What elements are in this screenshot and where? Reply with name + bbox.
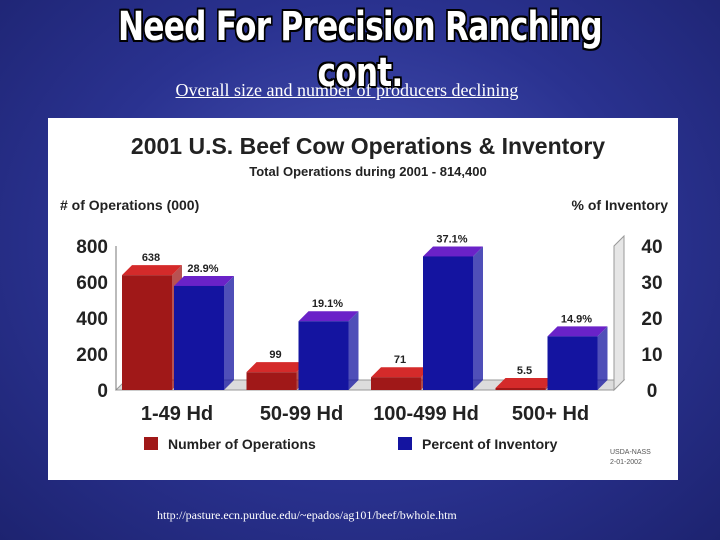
slide-title: Need For Precision Ranching cont. [118,4,603,96]
bar-operations-2 [371,367,431,390]
source-note-line-1: USDA-NASS [610,449,651,456]
data-label-operations-3: 5.5 [517,365,532,377]
bar-top [495,378,556,388]
chart-panel: 2001 U.S. Beef Cow Operations & Inventor… [48,118,678,480]
bar-side [348,311,359,390]
bar-top [298,311,359,322]
x-tick-label-0: 1-49 Hd [141,403,213,425]
y-tick-right-0: 0 [647,381,658,402]
bar-operations-0 [122,265,182,390]
bar-top [246,362,307,373]
bar-top [122,265,182,276]
bar-front [174,285,224,390]
data-label-inventory-0: 28.9% [187,263,218,275]
bar-top [423,246,483,257]
data-label-operations-0: 638 [142,252,160,264]
source-url[interactable]: http://pasture.ecn.purdue.edu/~epados/ag… [157,508,457,522]
bar-front [547,336,598,390]
y-tick-right-40: 40 [641,237,662,258]
bar-inventory-0 [174,275,234,390]
bar-front [371,377,421,390]
y-axis-left-label: # of Operations (000) [60,197,199,213]
bar-front [246,372,297,390]
chart-subtitle: Total Operations during 2001 - 814,400 [249,164,486,179]
bar-top [371,367,431,378]
chart-title: 2001 U.S. Beef Cow Operations & Inventor… [131,133,605,159]
y-tick-left-800: 800 [76,237,108,258]
legend-label-0: Number of Operations [168,436,316,452]
bar-inventory-3 [547,326,608,390]
chart-right-wall [613,234,625,392]
y-axis-right-label: % of Inventory [572,197,669,213]
x-tick-label-3: 500+ Hd [512,403,589,425]
y-tick-right-20: 20 [641,309,662,330]
bar-front [423,256,473,390]
legend: Number of Operations Percent of Inventory [144,436,558,452]
y-tick-right-30: 30 [641,273,662,294]
bar-top [174,275,234,286]
bar-operations-3 [495,378,556,390]
bar-front [298,321,349,390]
y-tick-left-600: 600 [76,273,108,294]
slide-subtitle: Overall size and number of producers dec… [175,80,519,100]
y-tick-left-200: 200 [76,345,108,366]
plot-area: 800 600 400 200 0 40 30 20 10 0 638 28.9% 1-49 Hd 99 1… [76,233,662,425]
legend-swatch-0 [144,437,158,450]
bar-front [122,275,172,390]
bar-side [224,275,234,390]
data-label-operations-2: 71 [394,354,406,366]
bar-side [473,246,483,390]
data-label-inventory-3: 14.9% [561,313,592,325]
bar-inventory-1 [298,311,359,390]
y-tick-left-0: 0 [97,381,108,402]
y-tick-left-400: 400 [76,309,108,330]
bar-top [547,326,608,337]
y-tick-right-10: 10 [641,345,662,366]
legend-label-1: Percent of Inventory [422,436,558,452]
data-label-inventory-2: 37.1% [436,233,467,245]
x-tick-label-2: 100-499 Hd [373,403,479,425]
data-label-inventory-1: 19.1% [312,298,343,310]
x-tick-label-1: 50-99 Hd [260,403,343,425]
data-label-operations-1: 99 [269,349,281,361]
source-note-line-2: 2-01-2002 [610,459,642,466]
bar-inventory-2 [423,246,483,390]
bar-chart: 2001 U.S. Beef Cow Operations & Inventor… [60,133,669,466]
bar-operations-1 [246,362,307,390]
bar-side [597,326,608,390]
bar-front [495,388,546,390]
legend-swatch-1 [398,437,412,450]
